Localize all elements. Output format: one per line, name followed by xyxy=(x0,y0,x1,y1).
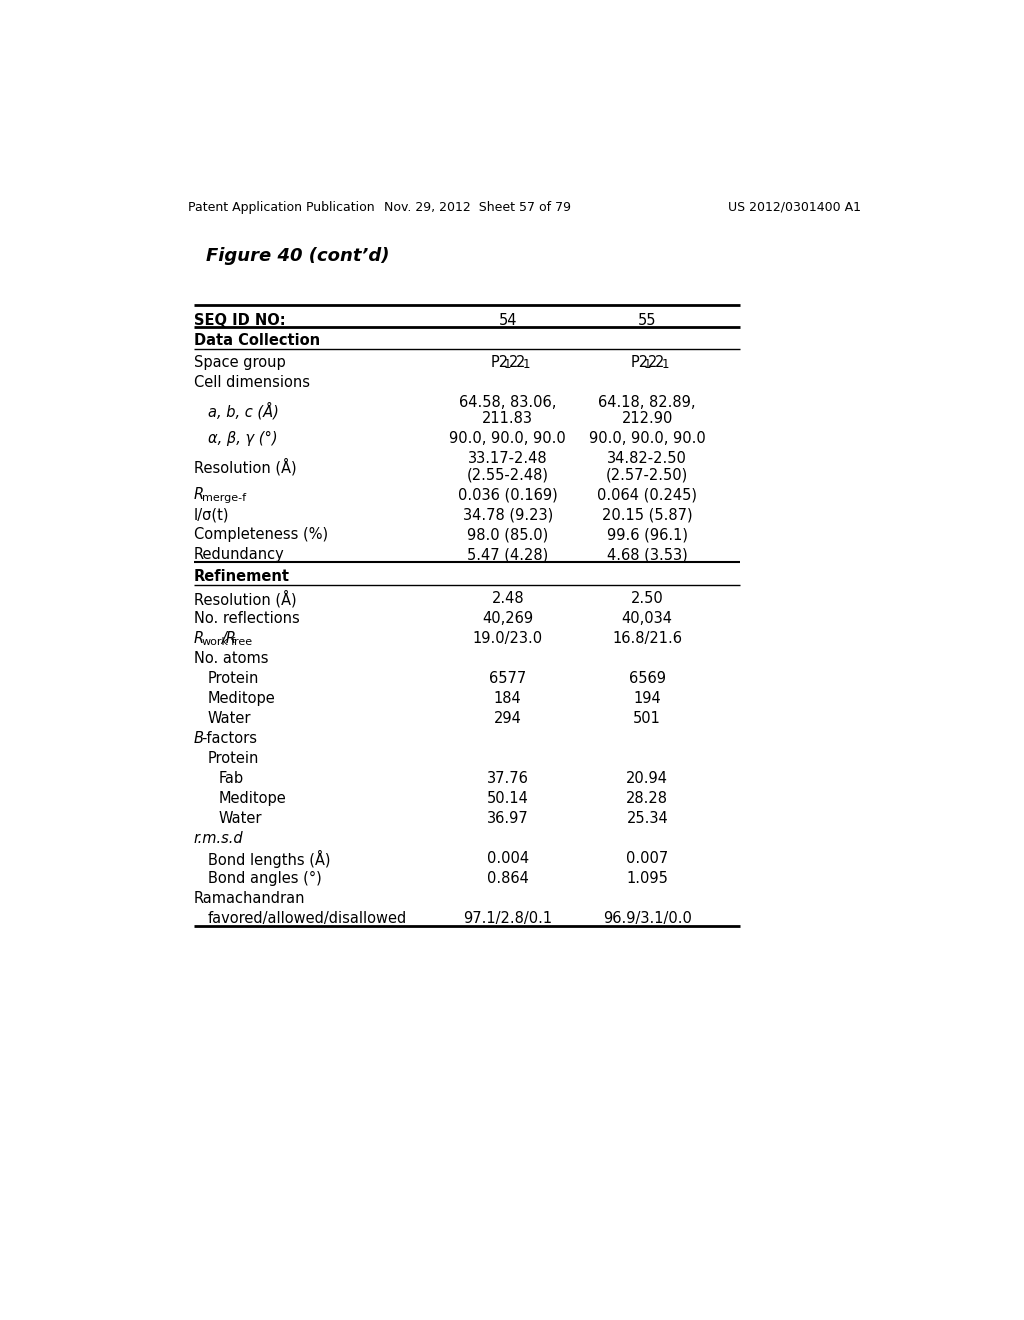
Text: No. atoms: No. atoms xyxy=(194,651,268,667)
Text: 0.036 (0.169): 0.036 (0.169) xyxy=(458,487,558,502)
Text: 6577: 6577 xyxy=(489,671,526,686)
Text: 2: 2 xyxy=(509,355,518,370)
Text: (2.57-2.50): (2.57-2.50) xyxy=(606,467,688,482)
Text: /R: /R xyxy=(221,631,236,645)
Text: Meditope: Meditope xyxy=(219,791,287,807)
Text: 25.34: 25.34 xyxy=(627,812,668,826)
Text: I/σ(t): I/σ(t) xyxy=(194,507,229,523)
Text: 1: 1 xyxy=(662,358,670,371)
Text: Meditope: Meditope xyxy=(208,692,275,706)
Text: 501: 501 xyxy=(633,711,662,726)
Text: 2: 2 xyxy=(515,355,525,370)
Text: work: work xyxy=(202,636,228,647)
Text: 2.50: 2.50 xyxy=(631,591,664,606)
Text: Bond lengths (Å): Bond lengths (Å) xyxy=(208,850,331,867)
Text: 90.0, 90.0, 90.0: 90.0, 90.0, 90.0 xyxy=(450,432,566,446)
Text: Completeness (%): Completeness (%) xyxy=(194,527,328,543)
Text: Protein: Protein xyxy=(208,751,259,766)
Text: 54: 54 xyxy=(499,313,517,327)
Text: 99.6 (96.1): 99.6 (96.1) xyxy=(607,527,688,543)
Text: 0.007: 0.007 xyxy=(626,851,669,866)
Text: Refinement: Refinement xyxy=(194,569,290,583)
Text: 1: 1 xyxy=(522,358,530,371)
Text: Cell dimensions: Cell dimensions xyxy=(194,375,310,389)
Text: 33.17-2.48: 33.17-2.48 xyxy=(468,451,548,466)
Text: Resolution (Å): Resolution (Å) xyxy=(194,458,297,475)
Text: Protein: Protein xyxy=(208,671,259,686)
Text: 64.58, 83.06,: 64.58, 83.06, xyxy=(459,395,556,411)
Text: 37.76: 37.76 xyxy=(486,771,528,787)
Text: 98.0 (85.0): 98.0 (85.0) xyxy=(467,527,549,543)
Text: 4.68 (3.53): 4.68 (3.53) xyxy=(607,548,688,562)
Text: Resolution (Å): Resolution (Å) xyxy=(194,590,297,607)
Text: Water: Water xyxy=(219,812,262,826)
Text: 20.15 (5.87): 20.15 (5.87) xyxy=(602,507,692,523)
Text: 34.82-2.50: 34.82-2.50 xyxy=(607,451,687,466)
Text: 194: 194 xyxy=(634,692,662,706)
Text: 1: 1 xyxy=(643,358,651,371)
Text: favored/allowed/disallowed: favored/allowed/disallowed xyxy=(208,911,408,927)
Text: 2: 2 xyxy=(648,355,657,370)
Text: Data Collection: Data Collection xyxy=(194,333,319,347)
Text: Patent Application Publication: Patent Application Publication xyxy=(188,201,375,214)
Text: 19.0/23.0: 19.0/23.0 xyxy=(473,631,543,645)
Text: US 2012/0301400 A1: US 2012/0301400 A1 xyxy=(728,201,861,214)
Text: 6569: 6569 xyxy=(629,671,666,686)
Text: 96.9/3.1/0.0: 96.9/3.1/0.0 xyxy=(603,911,691,927)
Text: P2: P2 xyxy=(490,355,509,370)
Text: -factors: -factors xyxy=(202,731,258,746)
Text: R: R xyxy=(194,487,204,502)
Text: Fab: Fab xyxy=(219,771,244,787)
Text: 2.48: 2.48 xyxy=(492,591,524,606)
Text: r.m.s.d: r.m.s.d xyxy=(194,832,244,846)
Text: 0.004: 0.004 xyxy=(486,851,528,866)
Text: free: free xyxy=(230,636,253,647)
Text: Nov. 29, 2012  Sheet 57 of 79: Nov. 29, 2012 Sheet 57 of 79 xyxy=(384,201,570,214)
Text: 294: 294 xyxy=(494,711,521,726)
Text: 40,269: 40,269 xyxy=(482,611,534,626)
Text: 55: 55 xyxy=(638,313,656,327)
Text: 97.1/2.8/0.1: 97.1/2.8/0.1 xyxy=(463,911,552,927)
Text: 34.78 (9.23): 34.78 (9.23) xyxy=(463,507,553,523)
Text: 0.864: 0.864 xyxy=(486,871,528,886)
Text: 28.28: 28.28 xyxy=(627,791,669,807)
Text: Figure 40 (cont’d): Figure 40 (cont’d) xyxy=(206,247,389,265)
Text: 211.83: 211.83 xyxy=(482,411,534,426)
Text: 90.0, 90.0, 90.0: 90.0, 90.0, 90.0 xyxy=(589,432,706,446)
Text: SEQ ID NO:: SEQ ID NO: xyxy=(194,313,286,327)
Text: Bond angles (°): Bond angles (°) xyxy=(208,871,322,886)
Text: P2: P2 xyxy=(630,355,648,370)
Text: 64.18, 82.89,: 64.18, 82.89, xyxy=(598,395,696,411)
Text: Ramachandran: Ramachandran xyxy=(194,891,305,907)
Text: α, β, γ (°): α, β, γ (°) xyxy=(208,432,278,446)
Text: No. reflections: No. reflections xyxy=(194,611,300,626)
Text: 2: 2 xyxy=(655,355,665,370)
Text: Space group: Space group xyxy=(194,355,286,370)
Text: merge-f: merge-f xyxy=(202,492,246,503)
Text: 50.14: 50.14 xyxy=(486,791,528,807)
Text: 184: 184 xyxy=(494,692,521,706)
Text: Redundancy: Redundancy xyxy=(194,548,285,562)
Text: 5.47 (4.28): 5.47 (4.28) xyxy=(467,548,549,562)
Text: 1: 1 xyxy=(504,358,511,371)
Text: 20.94: 20.94 xyxy=(627,771,669,787)
Text: 40,034: 40,034 xyxy=(622,611,673,626)
Text: Water: Water xyxy=(208,711,251,726)
Text: 16.8/21.6: 16.8/21.6 xyxy=(612,631,682,645)
Text: B: B xyxy=(194,731,204,746)
Text: 1.095: 1.095 xyxy=(627,871,669,886)
Text: (2.55-2.48): (2.55-2.48) xyxy=(467,467,549,482)
Text: a, b, c (Å): a, b, c (Å) xyxy=(208,401,279,420)
Text: R: R xyxy=(194,631,204,645)
Text: 212.90: 212.90 xyxy=(622,411,673,426)
Text: 0.064 (0.245): 0.064 (0.245) xyxy=(597,487,697,502)
Text: 36.97: 36.97 xyxy=(486,812,528,826)
